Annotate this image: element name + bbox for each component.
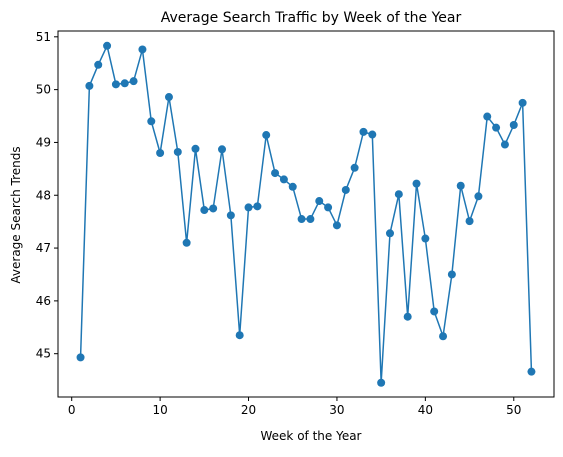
y-tick-label: 51	[36, 30, 51, 44]
series-line	[79, 45, 533, 384]
data-point	[138, 45, 147, 54]
data-point	[209, 204, 218, 213]
data-point	[394, 190, 403, 199]
data-point	[324, 203, 333, 212]
data-point	[421, 234, 430, 243]
data-point	[262, 131, 271, 140]
data-point	[483, 112, 492, 121]
chart-title: Average Search Traffic by Week of the Ye…	[161, 10, 462, 26]
data-point	[164, 93, 173, 102]
data-point	[94, 60, 103, 69]
x-tick-label: 0	[68, 403, 76, 417]
y-tick-label: 49	[36, 135, 51, 149]
data-point	[279, 175, 288, 184]
data-point	[509, 121, 518, 130]
data-point	[218, 145, 227, 154]
data-point	[129, 77, 138, 86]
data-point	[377, 378, 386, 387]
plot-area-border	[57, 30, 555, 398]
series-path	[79, 45, 533, 384]
data-point	[271, 169, 280, 178]
data-point	[244, 203, 253, 212]
data-point	[474, 192, 483, 201]
data-point	[465, 217, 474, 226]
data-point	[518, 98, 527, 107]
data-point	[111, 80, 120, 89]
data-point	[359, 127, 368, 136]
x-tick-label: 50	[506, 403, 521, 417]
data-point	[306, 215, 315, 224]
data-point	[235, 331, 244, 340]
data-point	[76, 353, 85, 362]
data-point	[412, 179, 421, 188]
data-point	[297, 215, 306, 224]
data-point	[385, 229, 394, 238]
y-tick-label: 50	[36, 83, 51, 97]
data-point	[120, 79, 129, 88]
data-point	[492, 123, 501, 132]
data-point	[500, 140, 509, 149]
plot-frame	[57, 30, 555, 398]
data-point	[341, 185, 350, 194]
data-point	[226, 211, 235, 220]
data-point	[447, 270, 456, 279]
x-axis: 0 10 20 30 40 50	[68, 397, 521, 417]
x-tick-label: 10	[152, 403, 167, 417]
data-point	[439, 332, 448, 341]
y-tick-label: 48	[36, 188, 51, 202]
data-point	[527, 367, 536, 376]
x-tick-label: 20	[241, 403, 256, 417]
y-axis-label: Average Search Trends	[9, 146, 23, 283]
data-point	[182, 238, 191, 247]
y-tick-label: 45	[36, 347, 51, 361]
data-point	[430, 307, 439, 316]
data-point	[368, 130, 377, 139]
data-point	[288, 182, 297, 191]
data-point	[85, 81, 94, 90]
series-markers	[76, 41, 536, 387]
data-point	[103, 41, 112, 50]
y-axis: 45 46 47 48 49 50 51	[36, 30, 58, 361]
data-point	[315, 197, 324, 206]
data-point	[156, 149, 165, 157]
x-axis-label: Week of the Year	[261, 429, 362, 443]
x-tick-label: 40	[418, 403, 433, 417]
y-tick-label: 47	[36, 241, 51, 255]
data-point	[191, 144, 200, 153]
x-tick-label: 30	[329, 403, 344, 417]
data-point	[332, 221, 341, 230]
data-point	[350, 163, 359, 172]
y-tick-label: 46	[36, 294, 51, 308]
data-point	[403, 312, 412, 321]
data-point	[253, 202, 262, 211]
data-point	[173, 147, 182, 156]
data-point	[147, 117, 156, 126]
data-point	[200, 206, 209, 215]
data-point	[456, 181, 465, 190]
